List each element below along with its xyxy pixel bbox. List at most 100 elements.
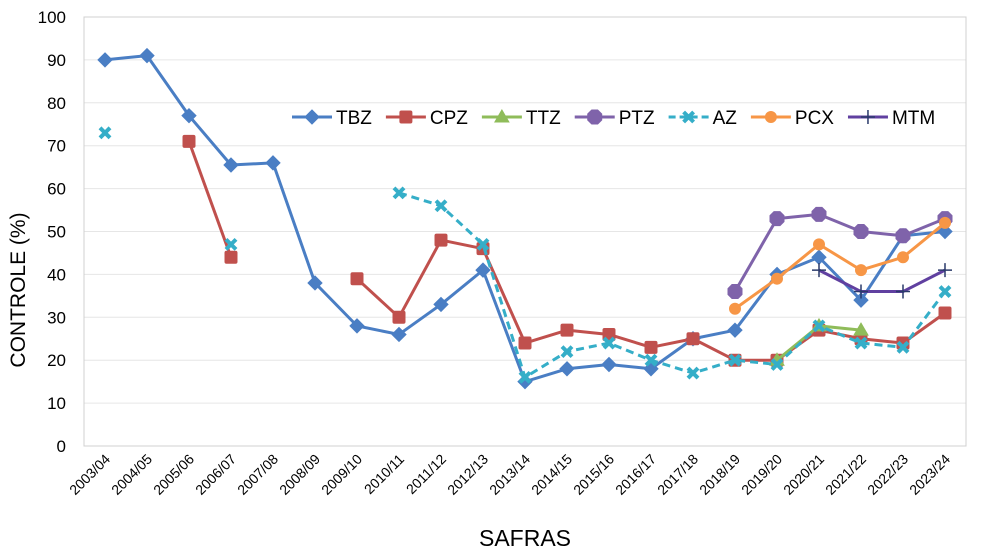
x-tick-label: 2020/21 — [780, 451, 827, 498]
series-ptz — [727, 206, 953, 300]
legend-label: PTZ — [619, 108, 655, 129]
data-point — [729, 302, 741, 315]
legend-label: TBZ — [336, 108, 372, 129]
series-cpz — [182, 134, 952, 367]
legend-marker — [494, 109, 510, 123]
legend-item-mtm: MTM — [847, 108, 935, 129]
x-tick-label: 2021/22 — [822, 451, 869, 498]
data-point — [224, 250, 238, 264]
legend-item-ptz: PTZ — [574, 108, 655, 129]
x-tick-label: 2009/10 — [318, 451, 365, 498]
series-line — [734, 221, 946, 310]
data-point — [644, 353, 658, 367]
x-tick-label: 2011/12 — [403, 451, 450, 498]
data-point — [855, 264, 867, 277]
x-tick-label: 2016/17 — [612, 451, 659, 498]
legend-item-pcx: PCX — [750, 108, 834, 129]
data-point — [812, 263, 826, 278]
data-point — [727, 284, 743, 300]
x-tick-label: 2005/06 — [150, 451, 197, 498]
x-tick-label: 2022/23 — [864, 451, 911, 498]
legend-label: PCX — [795, 108, 834, 129]
data-point — [938, 285, 952, 298]
legend-item-cpz: CPZ — [385, 108, 468, 129]
data-point — [854, 284, 868, 299]
x-tick-label: 2007/08 — [234, 451, 281, 498]
data-point — [560, 345, 574, 359]
data-point — [518, 370, 532, 384]
series-mtm — [812, 263, 952, 299]
data-point — [853, 292, 869, 308]
data-point — [392, 310, 406, 324]
x-tick-label: 2014/15 — [528, 451, 575, 498]
data-point — [224, 237, 238, 251]
y-axis-label: CONTROLE (%) — [7, 212, 30, 367]
data-point — [853, 224, 869, 239]
legend-marker — [587, 109, 603, 125]
y-tick-label: 80 — [47, 94, 66, 113]
x-tick-label: 2023/24 — [906, 451, 953, 498]
data-point — [896, 284, 910, 299]
data-point — [434, 233, 448, 247]
y-tick-label: 90 — [47, 51, 66, 70]
data-point — [433, 296, 449, 313]
data-point — [518, 336, 532, 350]
series-group — [97, 47, 953, 390]
x-tick-label: 2006/07 — [192, 451, 239, 498]
data-point — [686, 366, 700, 380]
x-tick-label: 2010/11 — [361, 451, 408, 498]
x-tick-label: 2019/20 — [738, 451, 785, 498]
series-line — [187, 140, 233, 258]
data-point — [434, 199, 448, 213]
data-point — [895, 228, 911, 244]
data-point — [392, 186, 406, 200]
x-tick-label: 2004/05 — [108, 451, 155, 498]
data-point — [223, 157, 239, 173]
y-tick-label: 50 — [47, 223, 66, 242]
data-point — [601, 356, 617, 373]
y-tick-label: 10 — [47, 394, 66, 413]
data-point — [854, 336, 868, 350]
plot-area-border — [83, 16, 967, 447]
legend-label: TTZ — [526, 108, 561, 129]
y-tick-label: 0 — [57, 437, 66, 456]
data-point — [771, 272, 783, 285]
x-tick-label: 2012/13 — [444, 451, 491, 498]
x-tick-label: 2003/04 — [66, 451, 113, 498]
series-line — [818, 268, 946, 294]
x-tick-label: 2013/14 — [486, 451, 533, 498]
data-point — [350, 272, 364, 286]
legend-item-az: AZ — [668, 108, 738, 129]
series-pcx — [729, 216, 951, 315]
data-point — [602, 336, 616, 350]
data-point — [182, 134, 196, 148]
data-point — [937, 223, 953, 240]
legend: TBZ CPZ TTZ PTZ AZ PCX MTM — [292, 108, 935, 129]
series-az — [98, 126, 952, 384]
legend-label: CPZ — [430, 108, 468, 129]
data-point — [939, 216, 951, 229]
x-axis-label: SAFRAS — [479, 525, 571, 551]
x-tick-labels: 2003/042004/052005/062006/072007/082008/… — [66, 451, 953, 498]
legend-item-tbz: TBZ — [292, 108, 372, 129]
data-point — [938, 263, 952, 278]
legend-label: AZ — [713, 108, 738, 129]
data-point — [391, 326, 407, 343]
legend-marker — [399, 110, 413, 124]
legend-marker — [764, 111, 777, 123]
data-point — [97, 52, 113, 68]
legend-marker — [304, 109, 320, 125]
data-point — [559, 361, 575, 377]
data-point — [813, 238, 825, 251]
y-tick-label: 40 — [47, 265, 66, 284]
legend-item-ttz: TTZ — [481, 108, 561, 129]
data-point — [811, 206, 827, 222]
data-point — [475, 262, 491, 278]
data-point — [686, 332, 700, 346]
data-point — [727, 322, 743, 338]
data-point — [98, 126, 112, 140]
data-point — [853, 322, 869, 336]
legend-label: MTM — [892, 108, 935, 129]
data-point — [897, 251, 909, 264]
